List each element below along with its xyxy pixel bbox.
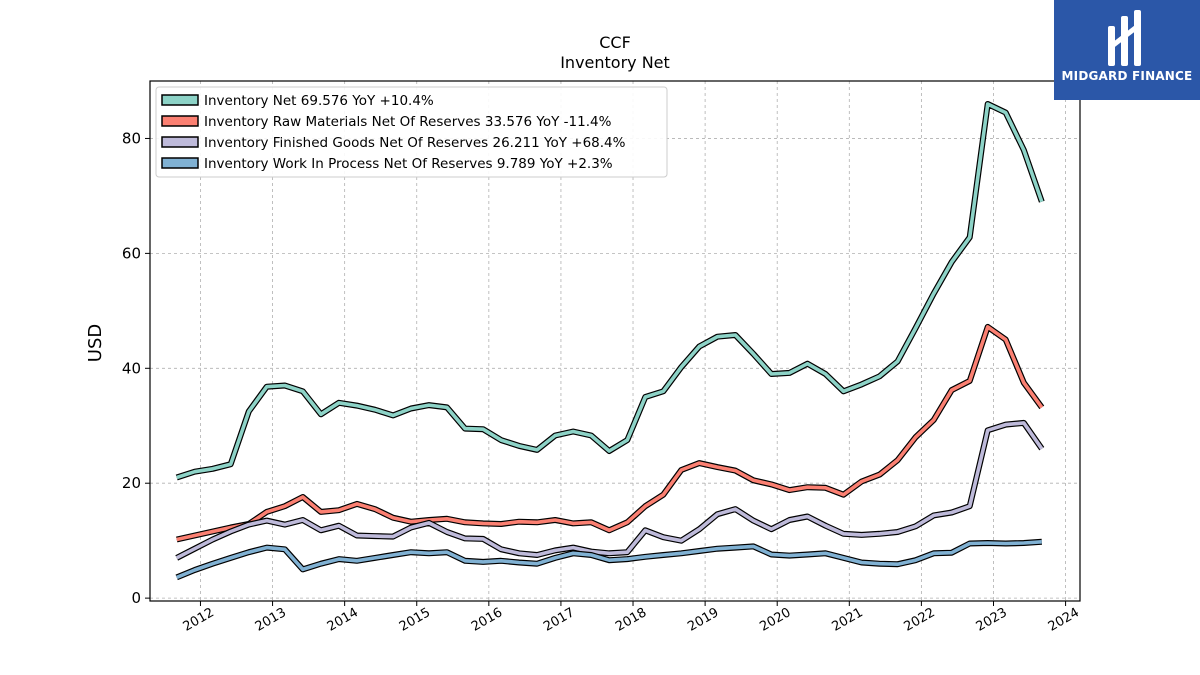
x-tick-label: 2013 [253,605,289,635]
y-tick-label: 20 [122,474,141,492]
legend-box [155,86,668,178]
legend-swatch [161,94,199,106]
legend-entry-label: Inventory Finished Goods Net Of Reserves… [204,135,626,151]
x-tick-label: 2012 [181,605,217,635]
brand-logo: MIDGARD FINANCE [1054,0,1200,100]
x-tick-label: 2020 [757,605,793,635]
legend: Inventory Net 69.576 YoY +10.4% Inventory… [155,86,668,178]
series-line [175,421,1044,560]
x-tick-label: 2015 [397,605,433,635]
x-tick-label: 2022 [902,605,938,635]
series-2 [175,419,1045,561]
series-line [176,325,1044,542]
legend-swatch [161,136,199,148]
series-line [176,540,1042,580]
x-tick-label: 2021 [829,605,865,635]
x-tick-label: 2018 [613,605,649,635]
y-tick-label: 0 [131,589,141,607]
y-axis-ticks: 0 20 40 60 80 [122,129,150,607]
chart-subtitle: Inventory Net [560,53,670,72]
x-tick-label: 2019 [685,605,721,635]
y-axis-label: USD [85,324,106,362]
brand-name: MIDGARD FINANCE [1061,69,1193,83]
x-tick-label: 2016 [469,605,505,635]
series-line-outline [176,323,1045,543]
series-line [176,102,1044,480]
chart-title: CCF [599,33,631,52]
y-tick-label: 80 [122,129,141,147]
plot-frame [149,80,1081,602]
y-tick-label: 40 [122,359,141,377]
x-tick-label: 2017 [541,605,577,635]
midgard-logo-icon [1108,10,1141,66]
x-tick-label: 2023 [974,605,1010,635]
series-3 [175,538,1042,581]
series-1 [176,323,1045,543]
legend-entry-label: Inventory Net 69.576 YoY +10.4% [204,93,434,109]
legend-swatch [161,157,199,169]
legend-swatch [161,115,199,127]
x-tick-label: 2024 [1046,605,1082,635]
x-axis-ticks: 2012 2013 2014 2015 2016 2017 2018 2019 2020 2021… [181,601,1082,635]
y-tick-label: 60 [122,244,141,262]
x-tick-label: 2014 [325,605,361,635]
legend-entry-label: Inventory Work In Process Net Of Reserve… [204,156,613,172]
series-0 [175,101,1045,481]
series-lines [175,101,1045,581]
legend-entry-label: Inventory Raw Materials Net Of Reserves … [204,114,612,130]
